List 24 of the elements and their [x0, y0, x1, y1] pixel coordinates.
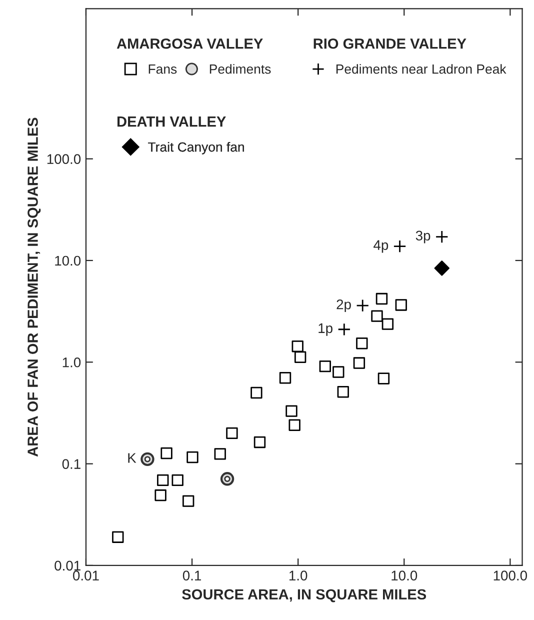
y-tick-label: 0.01	[54, 560, 80, 571]
y-tick-label: 10.0	[55, 256, 81, 266]
legend-label: Trait Canyon fan	[148, 142, 244, 154]
annotation: K	[128, 453, 136, 463]
annotation: 1p	[318, 323, 332, 336]
x-tick-label: 0.1	[182, 570, 201, 581]
annotation: RIO GRANDE VALLEY	[314, 38, 466, 49]
y-tick-label: 100.0	[47, 154, 81, 164]
legend-label: Pediments	[210, 64, 271, 74]
annotation: DEATH VALLEY	[117, 116, 226, 127]
x-axis-title: SOURCE AREA, IN SQUARE MILES	[182, 589, 426, 602]
legend-label: Fans	[148, 64, 177, 74]
annotation: AMARGOSA VALLEY	[116, 38, 263, 49]
annotation: 4p	[374, 240, 388, 253]
y-tick-label: 1.0	[62, 357, 81, 368]
annotation: 2p	[336, 299, 351, 312]
x-tick-label: 0.01	[73, 570, 99, 581]
y-tick-label: 0.1	[62, 459, 80, 469]
y-axis-title: AREA OF FAN OR PEDIMENT, IN SQUARE MILES	[28, 118, 41, 457]
legend-label: Pediments near Ladron Peak	[336, 64, 506, 74]
annotation: 3p	[416, 230, 430, 244]
x-tick-label: 1.0	[289, 570, 308, 581]
x-tick-label: 100.0	[494, 570, 528, 581]
x-tick-label: 10.0	[392, 570, 418, 581]
